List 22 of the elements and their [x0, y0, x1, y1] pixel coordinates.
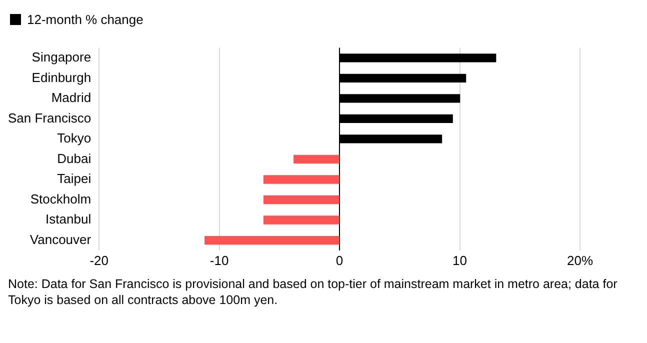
y-tick-label: Edinburgh	[32, 70, 92, 85]
x-tick-label: 0	[336, 252, 344, 268]
y-tick-label: Tokyo	[57, 130, 92, 146]
y-tick-label: Dubai	[57, 150, 92, 166]
bar	[263, 195, 340, 204]
legend-label: 12-month % change	[27, 12, 144, 26]
y-tick-label: Stockholm	[30, 191, 92, 206]
y-tick-label: Istanbul	[46, 212, 92, 227]
bar	[204, 236, 340, 245]
y-tick-label: Vancouver	[30, 232, 92, 247]
text: Note: Data for San Francisco is provisional and based on top-tier of mainstream market in metro area; data for Tokyo is based on all contracts above 100m yen.	[8, 276, 618, 308]
x-tick-label: -10	[210, 252, 229, 268]
y-tick-label: Madrid	[51, 90, 92, 106]
bar	[294, 154, 340, 164]
bar	[263, 216, 340, 224]
y-tick-label: Taipei	[57, 171, 92, 186]
x-tick-label: 20%	[566, 252, 594, 268]
x-tick-label: 10	[452, 252, 468, 268]
x-tick-label: -20	[90, 252, 108, 268]
y-tick-label: Singapore	[32, 50, 92, 65]
y-tick-label: San Francisco	[8, 110, 92, 126]
bar	[263, 175, 340, 184]
